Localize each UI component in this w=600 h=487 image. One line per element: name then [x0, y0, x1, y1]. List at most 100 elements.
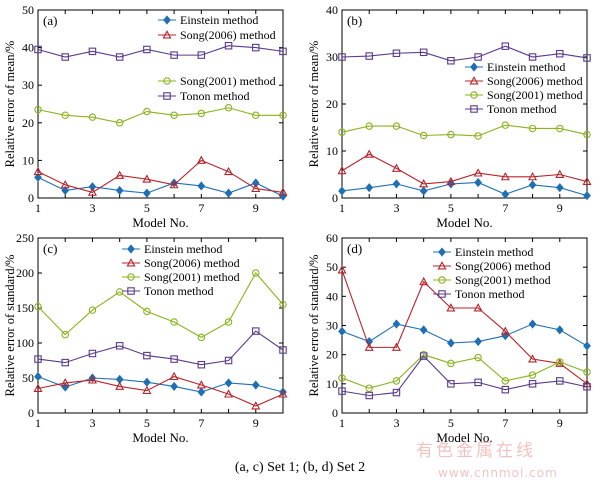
x-tick-label: 5: [448, 201, 454, 215]
y-tick-label: 30: [326, 50, 338, 64]
data-point-1: [419, 179, 429, 188]
y-tick-label: 100: [16, 336, 34, 350]
data-point-1: [169, 179, 179, 189]
data-point-1: [196, 380, 206, 389]
data-point-1: [115, 170, 125, 179]
watermark-text: 有色金属在线: [416, 441, 536, 461]
data-point-3: [447, 57, 455, 65]
data-point-2: [392, 122, 401, 130]
legend-marker: [127, 244, 135, 254]
legend-marker: [437, 261, 447, 270]
data-point-1: [33, 166, 43, 176]
x-tick-label: 1: [35, 416, 41, 430]
data-point-2: [447, 130, 455, 139]
data-point-0: [338, 186, 346, 196]
legend-marker: [438, 247, 446, 257]
data-point-2: [143, 307, 151, 316]
series-line-2: [341, 354, 588, 389]
data-point-2: [34, 302, 42, 311]
x-tick-label: 7: [198, 416, 204, 430]
series-line-2: [341, 124, 588, 137]
y-tick-label: 40: [326, 289, 338, 303]
data-point-0: [528, 319, 537, 329]
data-point-0: [474, 336, 482, 347]
data-point-2: [279, 111, 287, 120]
data-point-3: [197, 51, 206, 59]
data-point-3: [115, 342, 124, 350]
panel-label: (a): [43, 13, 57, 28]
data-point-3: [61, 358, 69, 367]
legend-label: Song(2006) method: [455, 259, 551, 273]
legend-label: Song(2006) method: [180, 28, 276, 42]
data-point-3: [392, 388, 401, 397]
data-point-3: [224, 41, 233, 50]
data-point-3: [583, 382, 591, 391]
chart-panel-3: 0 10 20 30 40 50 60 1 3 5 7 9 Model No. Relative erro…: [307, 231, 592, 445]
chart-panel-0: 0 10 20 30 40 50 1 3 5 7 9 Model No. Relative error …: [3, 3, 288, 230]
series-line-3: [341, 45, 588, 62]
data-point-3: [419, 48, 428, 57]
series-line-1: [341, 269, 588, 385]
data-point-2: [88, 306, 97, 314]
data-point-0: [251, 380, 260, 390]
data-point-0: [88, 182, 97, 192]
legend-marker: [470, 91, 478, 99]
y-tick-label: 0: [332, 406, 338, 420]
data-point-3: [279, 346, 287, 354]
data-point-2: [365, 122, 373, 130]
x-tick-label: 7: [502, 201, 508, 215]
y-tick-label: 40: [326, 3, 338, 17]
x-tick-label: 5: [144, 416, 150, 430]
data-point-2: [338, 128, 346, 136]
data-point-1: [473, 168, 483, 177]
x-tick-label: 7: [198, 201, 204, 215]
legend-label: Song(2001) method: [144, 270, 240, 284]
data-point-3: [474, 378, 482, 387]
data-point-1: [142, 385, 152, 395]
x-axis-label: Model No.: [436, 430, 492, 445]
data-point-3: [556, 49, 564, 58]
series-line-2: [37, 272, 284, 339]
data-point-2: [528, 124, 537, 133]
data-point-3: [88, 47, 97, 56]
panel-label: (c): [43, 241, 57, 256]
legend-marker: [127, 273, 135, 281]
legend-label: Tonon method: [487, 102, 557, 116]
data-point-0: [224, 378, 233, 388]
data-point-2: [224, 318, 233, 326]
data-point-3: [447, 380, 455, 388]
data-point-3: [143, 45, 151, 54]
data-point-3: [501, 42, 510, 50]
series-line-0: [341, 181, 588, 197]
y-tick-label: 10: [326, 144, 338, 158]
x-tick-label: 9: [253, 201, 259, 215]
data-point-1: [500, 172, 510, 181]
data-point-3: [365, 391, 373, 400]
x-tick-label: 1: [339, 416, 345, 430]
data-point-1: [224, 389, 234, 398]
data-point-3: [338, 387, 346, 395]
legend-marker: [163, 77, 171, 85]
data-point-1: [278, 389, 288, 398]
data-point-0: [392, 319, 401, 329]
y-tick-label: 50: [22, 371, 34, 385]
data-point-2: [556, 358, 564, 366]
data-point-0: [197, 387, 206, 397]
data-point-3: [197, 360, 206, 369]
data-point-3: [501, 385, 510, 394]
data-point-3: [365, 52, 373, 60]
legend-marker: [438, 276, 446, 284]
x-tick-label: 9: [557, 416, 563, 430]
data-point-3: [583, 54, 591, 62]
watermark-url: www.cnnmol.com: [438, 466, 558, 480]
y-tick-label: 10: [22, 153, 34, 167]
data-point-0: [115, 185, 124, 196]
data-point-3: [528, 380, 537, 388]
figure-caption: (a, c) Set 1; (b, d) Set 2: [234, 460, 366, 475]
data-point-0: [224, 188, 233, 198]
data-point-2: [197, 333, 206, 342]
data-point-2: [224, 104, 233, 112]
data-point-1: [142, 174, 152, 183]
data-point-2: [501, 377, 510, 385]
